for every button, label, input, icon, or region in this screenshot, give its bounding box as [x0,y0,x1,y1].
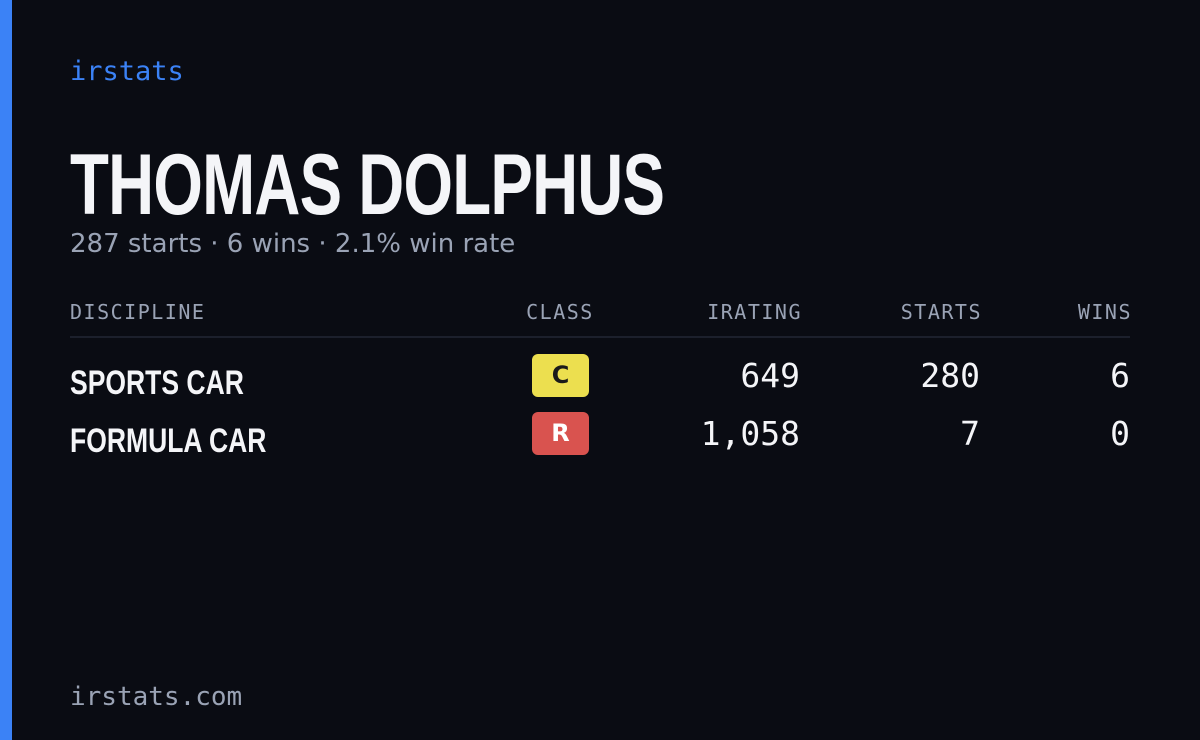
footer: irstats.com [70,682,243,712]
header-irating: IRATING [707,300,802,324]
starts: 280 [920,356,980,395]
discipline: FORMULA CAR [70,422,267,460]
driver-name: THOMAS DOLPHUS [70,137,665,233]
header-wins: WINS [1077,300,1132,324]
header-starts: STARTS [900,300,982,324]
discipline: SPORTS CAR [70,364,244,402]
irating: 649 [740,356,800,395]
class-badge: R [532,412,589,455]
starts: 7 [960,414,980,453]
header-class: CLASS [526,300,594,324]
wins: 0 [1110,414,1130,453]
driver-summary: 287 starts · 6 wins · 2.1% win rate [70,229,516,259]
divider [70,336,1130,338]
class-badge: C [532,354,589,397]
brand: irstats [70,56,184,87]
header-discipline: DISCIPLINE [70,300,206,324]
wins: 6 [1110,356,1130,395]
irating: 1,058 [700,414,800,453]
accent-bar [0,0,12,740]
